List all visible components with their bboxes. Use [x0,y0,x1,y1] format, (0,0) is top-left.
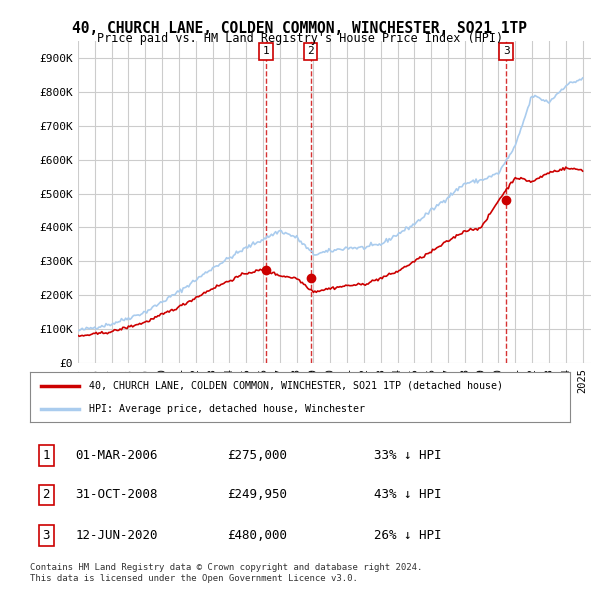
Text: Price paid vs. HM Land Registry's House Price Index (HPI): Price paid vs. HM Land Registry's House … [97,32,503,45]
Text: 3: 3 [503,47,509,57]
Text: 01-MAR-2006: 01-MAR-2006 [75,449,158,462]
Text: 43% ↓ HPI: 43% ↓ HPI [374,489,442,502]
Text: £275,000: £275,000 [227,449,287,462]
Text: HPI: Average price, detached house, Winchester: HPI: Average price, detached house, Winc… [89,404,365,414]
Text: Contains HM Land Registry data © Crown copyright and database right 2024.
This d: Contains HM Land Registry data © Crown c… [30,563,422,583]
Text: 33% ↓ HPI: 33% ↓ HPI [374,449,442,462]
Text: 2: 2 [307,47,314,57]
Text: 40, CHURCH LANE, COLDEN COMMON, WINCHESTER, SO21 1TP: 40, CHURCH LANE, COLDEN COMMON, WINCHEST… [73,21,527,35]
Text: 2: 2 [43,489,50,502]
Text: 26% ↓ HPI: 26% ↓ HPI [374,529,442,542]
Text: 3: 3 [43,529,50,542]
Text: £480,000: £480,000 [227,529,287,542]
Text: 1: 1 [262,47,269,57]
Text: 1: 1 [43,449,50,462]
Text: 31-OCT-2008: 31-OCT-2008 [75,489,158,502]
Text: £249,950: £249,950 [227,489,287,502]
Text: 12-JUN-2020: 12-JUN-2020 [75,529,158,542]
Text: 40, CHURCH LANE, COLDEN COMMON, WINCHESTER, SO21 1TP (detached house): 40, CHURCH LANE, COLDEN COMMON, WINCHEST… [89,381,503,391]
